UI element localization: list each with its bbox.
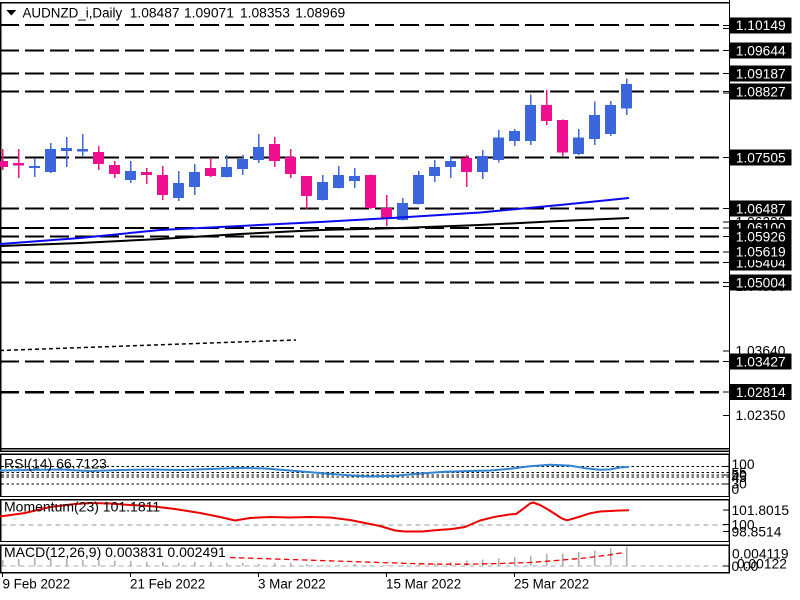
- svg-text:1.10149: 1.10149: [736, 18, 786, 33]
- svg-text:1.05004: 1.05004: [736, 275, 786, 290]
- svg-text:1.02350: 1.02350: [736, 408, 786, 423]
- svg-text:25 Mar 2022: 25 Mar 2022: [514, 576, 589, 591]
- svg-text:45: 45: [732, 470, 748, 485]
- svg-text:98.8514: 98.8514: [732, 524, 782, 539]
- svg-text:0.00: 0.00: [732, 559, 759, 574]
- svg-text:Momentum(23) 101.1811: Momentum(23) 101.1811: [4, 499, 160, 515]
- svg-text:1.05926: 1.05926: [736, 229, 786, 244]
- svg-text:1.06487: 1.06487: [736, 201, 786, 216]
- svg-text:100: 100: [732, 517, 755, 532]
- svg-text:1.02814: 1.02814: [736, 385, 786, 400]
- svg-text:1.03427: 1.03427: [736, 354, 786, 369]
- svg-text:30: 30: [732, 477, 748, 492]
- svg-text:RSI(14) 66.7123: RSI(14) 66.7123: [4, 455, 107, 471]
- svg-text:1.08353: 1.08353: [240, 5, 290, 20]
- svg-text:15 Mar 2022: 15 Mar 2022: [386, 576, 461, 591]
- svg-text:0: 0: [732, 482, 740, 497]
- svg-text:1.09644: 1.09644: [736, 43, 786, 58]
- svg-text:1.08487: 1.08487: [130, 5, 180, 20]
- svg-text:1.07505: 1.07505: [736, 150, 786, 165]
- svg-text:0.00122: 0.00122: [737, 556, 787, 571]
- svg-text:1.09187: 1.09187: [736, 66, 786, 81]
- svg-text:AUDNZD_i,Daily: AUDNZD_i,Daily: [23, 5, 123, 20]
- svg-text:3 Mar 2022: 3 Mar 2022: [258, 576, 326, 591]
- svg-text:0.004119: 0.004119: [732, 546, 789, 561]
- svg-text:9 Feb 2022: 9 Feb 2022: [3, 576, 71, 591]
- svg-text:1.08827: 1.08827: [736, 84, 786, 99]
- svg-text:101.8015: 101.8015: [732, 503, 790, 518]
- svg-text:1.05619: 1.05619: [736, 245, 786, 260]
- svg-text:100: 100: [732, 457, 755, 472]
- svg-text:1.09071: 1.09071: [184, 5, 234, 20]
- svg-text:50: 50: [732, 468, 748, 483]
- svg-text:21 Feb 2022: 21 Feb 2022: [130, 576, 205, 591]
- svg-text:MACD(12,26,9) 0.003831 0.00249: MACD(12,26,9) 0.003831 0.002491: [4, 544, 226, 560]
- svg-text:1.08969: 1.08969: [295, 5, 345, 20]
- svg-text:55: 55: [732, 465, 748, 480]
